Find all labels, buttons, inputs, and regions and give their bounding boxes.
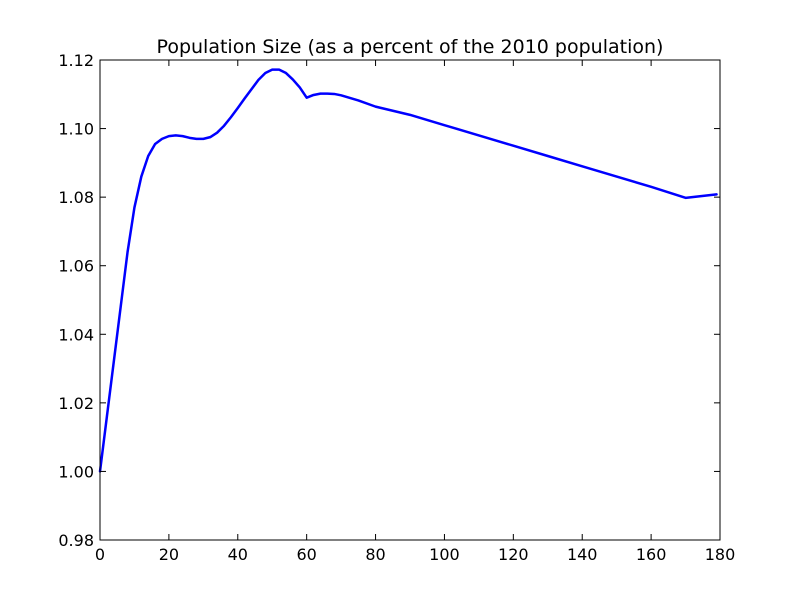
y-tick-label: 1.02 [58,394,94,413]
y-tick-label: 1.00 [58,462,94,481]
axes-frame [99,59,721,541]
x-tick-label: 20 [159,545,179,564]
x-tick-label: 140 [567,545,598,564]
x-tick-label: 40 [228,545,248,564]
y-tick-label: 1.10 [58,120,94,139]
y-tick-label: 0.98 [58,531,94,550]
x-tick-label: 160 [636,545,667,564]
y-tick-label: 1.06 [58,257,94,276]
x-tick-label: 0 [95,545,105,564]
series-line-0 [98,68,718,473]
y-tick-label: 1.12 [58,51,94,70]
y-tick-label: 1.08 [58,188,94,207]
y-tick-label: 1.04 [58,325,94,344]
x-tick-label: 60 [296,545,316,564]
plot-area: 0 20 40 60 80 100 120 140 160 180 0.98 1.00 1.02 1.04… [58,51,735,564]
x-tick-label: 100 [429,545,460,564]
chart-title: Population Size (as a percent of the 201… [157,36,664,58]
x-tick-label: 120 [498,545,529,564]
x-tick-label: 180 [705,545,736,564]
x-tick-label: 80 [365,545,385,564]
